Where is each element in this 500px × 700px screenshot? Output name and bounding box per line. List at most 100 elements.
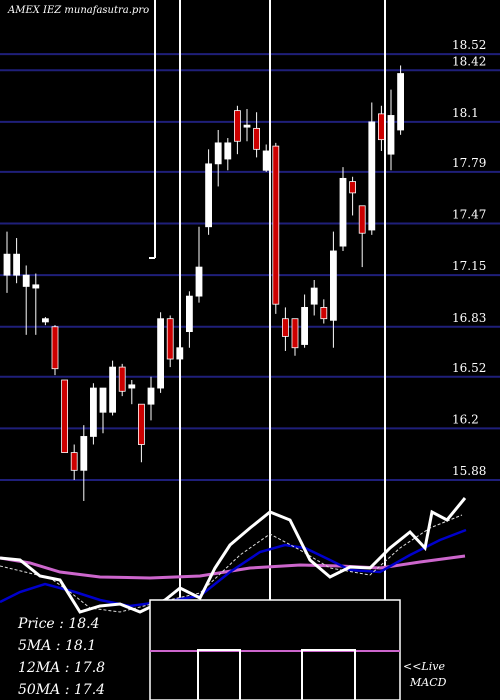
candle xyxy=(301,294,309,348)
y-tick-label: 18.1 xyxy=(452,106,479,120)
y-tick-label: 15.88 xyxy=(452,464,486,478)
candle xyxy=(320,299,328,324)
chart-title: AMEX IEZ munafasutra.pro xyxy=(7,5,149,16)
candle-body xyxy=(128,384,136,389)
candle xyxy=(99,387,107,434)
candle-body xyxy=(13,253,21,276)
candle xyxy=(157,312,165,393)
y-tick-label: 16.83 xyxy=(452,311,486,325)
candle xyxy=(253,112,261,158)
y-tick-labels: 18.52 18.42 18.1 17.79 17.47 17.15 16.83 16.52 1… xyxy=(452,38,486,478)
candle-body xyxy=(253,127,261,150)
y-tick-label: 17.47 xyxy=(452,208,486,222)
candle-body xyxy=(339,177,347,247)
macd-bar xyxy=(197,649,241,700)
candle xyxy=(176,331,184,368)
candle xyxy=(166,315,174,368)
stat-12ma: 12MA : 17.8 xyxy=(18,660,105,676)
candle-body xyxy=(329,250,337,321)
candle-body xyxy=(3,253,11,276)
stat-5ma: 5MA : 18.1 xyxy=(18,638,96,654)
candle-body xyxy=(61,379,68,453)
candle xyxy=(51,325,59,376)
candle xyxy=(233,105,241,155)
y-tick-label: 17.79 xyxy=(452,156,486,170)
candle-body xyxy=(291,318,299,349)
macd-bar xyxy=(301,649,356,700)
y-tick-label: 16.2 xyxy=(452,412,479,426)
candle-body xyxy=(272,145,280,305)
candle xyxy=(3,231,11,293)
candle-body xyxy=(70,452,78,471)
candle-body xyxy=(80,436,88,471)
candle xyxy=(118,363,126,397)
candle xyxy=(387,89,395,171)
candle xyxy=(13,238,21,284)
ma-long-line xyxy=(0,554,466,580)
candle-body xyxy=(157,318,165,389)
candle-body xyxy=(195,266,203,297)
candle-body xyxy=(387,115,395,155)
candle-body xyxy=(118,366,126,392)
candle-body xyxy=(320,307,328,320)
y-tick-label: 18.42 xyxy=(452,54,486,68)
candle xyxy=(262,144,270,172)
grid-lines xyxy=(0,53,500,481)
candle xyxy=(214,129,222,187)
candle xyxy=(397,65,405,135)
candle-body xyxy=(90,387,97,437)
candle-body xyxy=(358,205,366,234)
candle xyxy=(291,318,299,356)
candle-body xyxy=(99,387,107,413)
candle-body xyxy=(377,113,385,141)
candle xyxy=(70,444,78,480)
vertical-markers xyxy=(149,0,386,700)
candle xyxy=(205,149,213,235)
candle xyxy=(90,383,97,445)
candle xyxy=(32,273,40,335)
ma-mid-line xyxy=(0,528,467,608)
candle-body xyxy=(349,181,357,194)
macd-panel xyxy=(149,599,401,700)
moving-averages xyxy=(0,497,467,614)
candle-body xyxy=(42,318,49,323)
candle xyxy=(281,307,289,351)
candle xyxy=(329,231,337,348)
candle-body xyxy=(22,274,30,287)
candle xyxy=(349,176,357,216)
candle xyxy=(224,138,232,171)
candle-body xyxy=(147,387,155,405)
candle xyxy=(339,167,347,251)
candle-body xyxy=(166,318,174,360)
y-tick-label: 18.52 xyxy=(452,38,486,52)
candle-body xyxy=(214,142,222,165)
stat-price: Price : 18.4 xyxy=(17,616,100,632)
ma-short-dashed-line xyxy=(0,514,463,613)
candle xyxy=(272,142,280,314)
candle xyxy=(42,317,49,326)
candle-body xyxy=(281,318,289,337)
candle xyxy=(185,291,193,348)
candle-body xyxy=(397,73,405,131)
candle-body xyxy=(32,284,40,289)
macd-label: MACD xyxy=(409,676,447,689)
candle xyxy=(377,105,385,151)
candle xyxy=(61,379,68,453)
candle xyxy=(137,403,145,463)
candles xyxy=(3,65,405,501)
candle xyxy=(80,425,88,501)
candle xyxy=(195,226,203,303)
candle-body xyxy=(262,150,270,171)
candle-body xyxy=(368,121,376,231)
candle xyxy=(358,205,366,268)
candle xyxy=(22,265,30,335)
candle-body xyxy=(51,326,59,370)
candle-body xyxy=(176,347,184,360)
live-macd-label: <<Live xyxy=(403,660,445,673)
candle xyxy=(147,376,155,421)
candle xyxy=(128,379,136,405)
candle-body xyxy=(224,142,232,160)
candle-body xyxy=(205,163,213,228)
